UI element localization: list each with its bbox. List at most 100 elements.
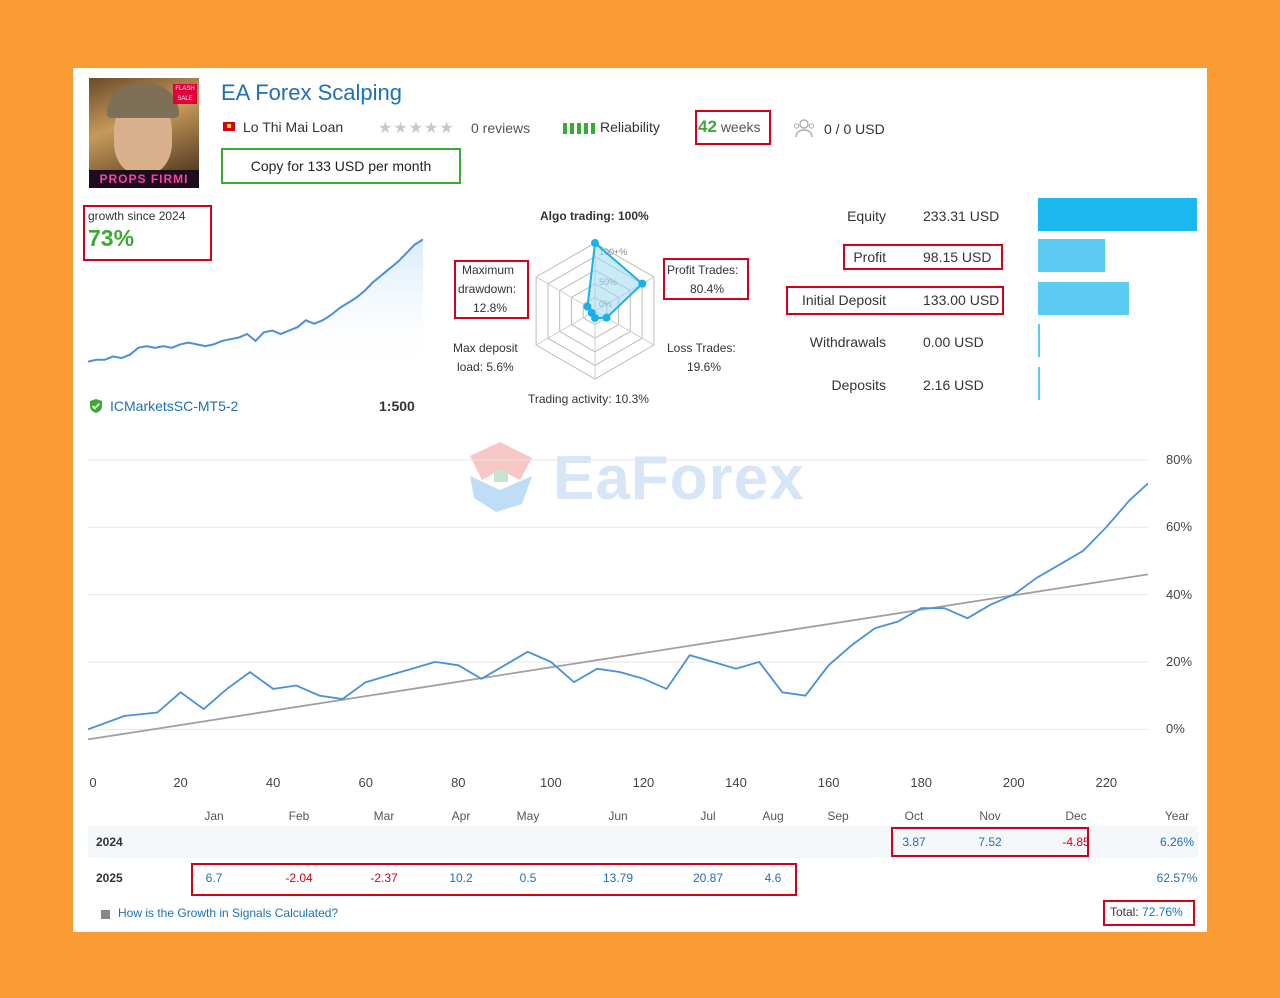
stat-label-0: Equity (847, 208, 886, 224)
help-icon (101, 910, 110, 919)
radar-load-value: load: 5.6% (457, 360, 514, 374)
author-name[interactable]: Lo Thi Mai Loan (243, 119, 344, 135)
x-tick-6: 120 (632, 775, 655, 790)
month-3: Apr (451, 809, 471, 823)
year-total-0: 6.26% (1159, 835, 1195, 849)
stat-value-3: 0.00 USD (923, 334, 984, 350)
radar-dd-value: 12.8% (473, 301, 508, 315)
year-label-1: 2025 (96, 871, 123, 885)
stat-label-2: Initial Deposit (801, 292, 886, 308)
month-7: Aug (762, 809, 784, 823)
month-9: Oct (904, 809, 924, 823)
highlight-2024-row (891, 827, 1089, 857)
sparkline-line (88, 238, 423, 363)
broker-name[interactable]: ICMarketsSC-MT5-2 (110, 398, 239, 414)
subscribers-icon (793, 118, 815, 138)
reliability-icon (563, 123, 595, 134)
avatar-badge: FLASH SALE (173, 84, 197, 104)
highlight-total (1103, 900, 1195, 926)
month-0: Jan (204, 809, 224, 823)
month-1: Feb (288, 809, 310, 823)
radar-loss-label: Loss Trades: (667, 341, 736, 355)
growth-sparkline (88, 238, 423, 373)
x-tick-1: 20 (173, 775, 188, 790)
x-tick-10: 200 (1002, 775, 1025, 790)
cell-1-6: 20.87 (692, 871, 724, 885)
subscribers-value: 0 / 0 USD (824, 121, 885, 137)
radar-ring-label-0: 100+% (599, 247, 627, 257)
cell-0-0: 3.87 (902, 835, 926, 849)
radar-dd-label-2: drawdown: (458, 282, 517, 296)
radar-activity-label: Trading activity: 10.3% (528, 392, 649, 406)
stat-value-4: 2.16 USD (923, 377, 984, 393)
stat-bar-4 (1038, 367, 1040, 400)
x-tick-9: 180 (910, 775, 933, 790)
sparkline-area (88, 239, 423, 373)
weeks-number: 42 (698, 117, 717, 136)
month-4: May (516, 809, 540, 823)
x-tick-5: 100 (540, 775, 562, 790)
trend-line (88, 573, 1148, 741)
highlight-growth (83, 205, 212, 261)
stat-bar-3 (1038, 324, 1040, 357)
x-tick-2: 40 (265, 775, 281, 790)
grand-total-value: 72.76% (1142, 905, 1183, 919)
radar-dd-label-1: Maximum (462, 263, 515, 277)
signal-card: FLASH SALE PROPS FIRMI EA Forex Scalping… (73, 68, 1207, 932)
stat-value-2: 133.00 USD (923, 292, 1000, 308)
radar-profit-label: Profit Trades: (667, 263, 739, 277)
copy-button[interactable]: Copy for 133 USD per month (221, 148, 461, 184)
reviews-count[interactable]: 0 reviews (471, 120, 531, 136)
y-tick-4: 0% (1166, 721, 1185, 737)
grand-total-label: Total: (1110, 905, 1139, 919)
month-12: Year (1164, 809, 1190, 823)
stat-bar-1 (1038, 239, 1105, 272)
stat-label-3: Withdrawals (809, 334, 886, 350)
weeks-value: 42 weeks (698, 117, 761, 137)
cell-1-4: 0.5 (519, 871, 537, 885)
growth-line (88, 482, 1148, 731)
watermark-logo-icon (460, 436, 538, 514)
cell-0-1: 7.52 (978, 835, 1002, 849)
radar-point-1 (638, 279, 647, 288)
cell-1-7: 4.6 (764, 871, 782, 885)
month-5: Jun (608, 809, 628, 823)
flag-icon (223, 122, 235, 131)
stat-value-0: 233.31 USD (923, 208, 1000, 224)
growth-chart (88, 459, 1148, 741)
month-6: Jul (700, 809, 716, 823)
row-2024-bg (88, 826, 1198, 858)
growth-label: growth since 2024 (88, 209, 186, 223)
highlight-2025-row (191, 863, 797, 896)
stat-value-1: 98.15 USD (923, 249, 992, 265)
month-11: Dec (1065, 809, 1087, 823)
month-8: Sep (827, 809, 849, 823)
growth-help-link[interactable]: How is the Growth in Signals Calculated? (118, 906, 339, 920)
watermark-text: EaForex (553, 444, 805, 513)
y-tick-0: 80% (1166, 451, 1193, 467)
cell-0-2: -4.85 (1062, 835, 1090, 849)
highlight-profit-trades (663, 258, 749, 300)
month-2: Mar (373, 809, 395, 823)
year-label-0: 2024 (96, 835, 123, 849)
x-tick-8: 160 (817, 775, 840, 790)
radar-loss-value: 19.6% (687, 360, 722, 374)
radar-point-4 (587, 308, 596, 317)
highlight-profit (843, 244, 1003, 270)
x-tick-0: 0 (89, 775, 97, 790)
grand-total: Total: 72.76% (1110, 905, 1183, 919)
y-tick-3: 20% (1166, 653, 1193, 669)
radar-point-2 (602, 313, 611, 322)
x-tick-3: 60 (358, 775, 373, 790)
x-tick-7: 140 (725, 775, 747, 790)
stat-bar-2 (1038, 282, 1129, 315)
highlight-weeks (695, 110, 771, 145)
leverage-value: 1:500 (379, 398, 415, 414)
month-10: Nov (979, 809, 1001, 823)
y-tick-1: 60% (1166, 519, 1193, 535)
reliability-label: Reliability (600, 119, 660, 135)
star-rating-icon: ★★★★★ (378, 120, 455, 137)
cell-1-2: -2.37 (370, 871, 398, 885)
verified-icon (88, 398, 104, 414)
signal-title[interactable]: EA Forex Scalping (221, 80, 402, 105)
